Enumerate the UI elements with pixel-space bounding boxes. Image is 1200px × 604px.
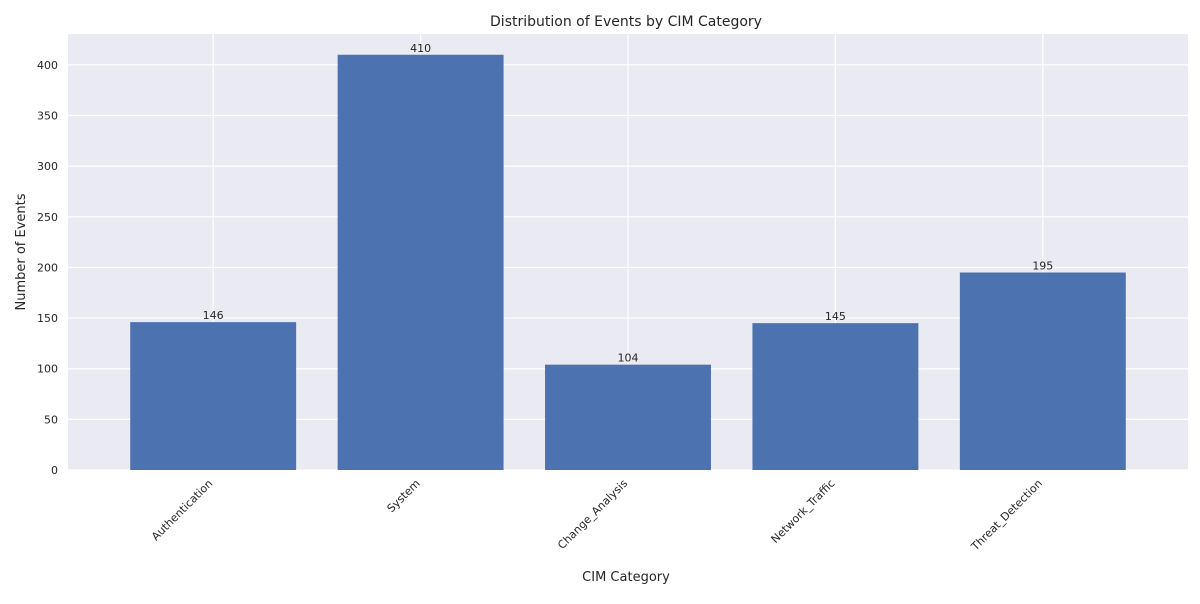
bar-value-labels: 146 410 104 145 195 (203, 42, 1054, 365)
y-tick-label: 50 (44, 413, 58, 426)
bar-value-label: 410 (410, 42, 431, 55)
y-tick-label: 0 (51, 464, 58, 477)
chart-title: Distribution of Events by CIM Category (490, 14, 762, 30)
bar-network-traffic (752, 323, 919, 470)
x-axis-label: CIM Category (582, 570, 670, 585)
bar-value-label: 195 (1032, 260, 1053, 273)
x-tick-labels: Authentication System Change_Analysis Netwo… (149, 477, 1045, 554)
bar-value-label: 145 (825, 310, 846, 323)
y-tick-label: 100 (37, 363, 58, 376)
bar-change-analysis (545, 364, 711, 470)
x-tick-label: Authentication (149, 477, 215, 543)
y-tick-label: 150 (37, 312, 58, 325)
y-tick-label: 200 (37, 261, 58, 274)
bar-threat-detection (959, 272, 1126, 470)
x-tick-label: Change_Analysis (555, 477, 630, 552)
bar-system (337, 54, 504, 471)
x-tick-label: Network_Traffic (769, 477, 838, 546)
y-tick-label: 300 (37, 160, 58, 173)
y-tick-label: 250 (37, 211, 58, 224)
bar-value-label: 146 (203, 309, 224, 322)
bar-value-label: 104 (618, 352, 639, 365)
bars (130, 54, 1126, 471)
x-tick-label: Threat_Detection (968, 477, 1045, 554)
bar-authentication (130, 322, 297, 470)
y-tick-labels: 0 50 100 150 200 250 300 350 400 (37, 59, 58, 477)
y-tick-label: 350 (37, 110, 58, 123)
y-tick-label: 400 (37, 59, 58, 72)
y-axis-label: Number of Events (14, 193, 29, 310)
x-tick-label: System (385, 477, 423, 515)
